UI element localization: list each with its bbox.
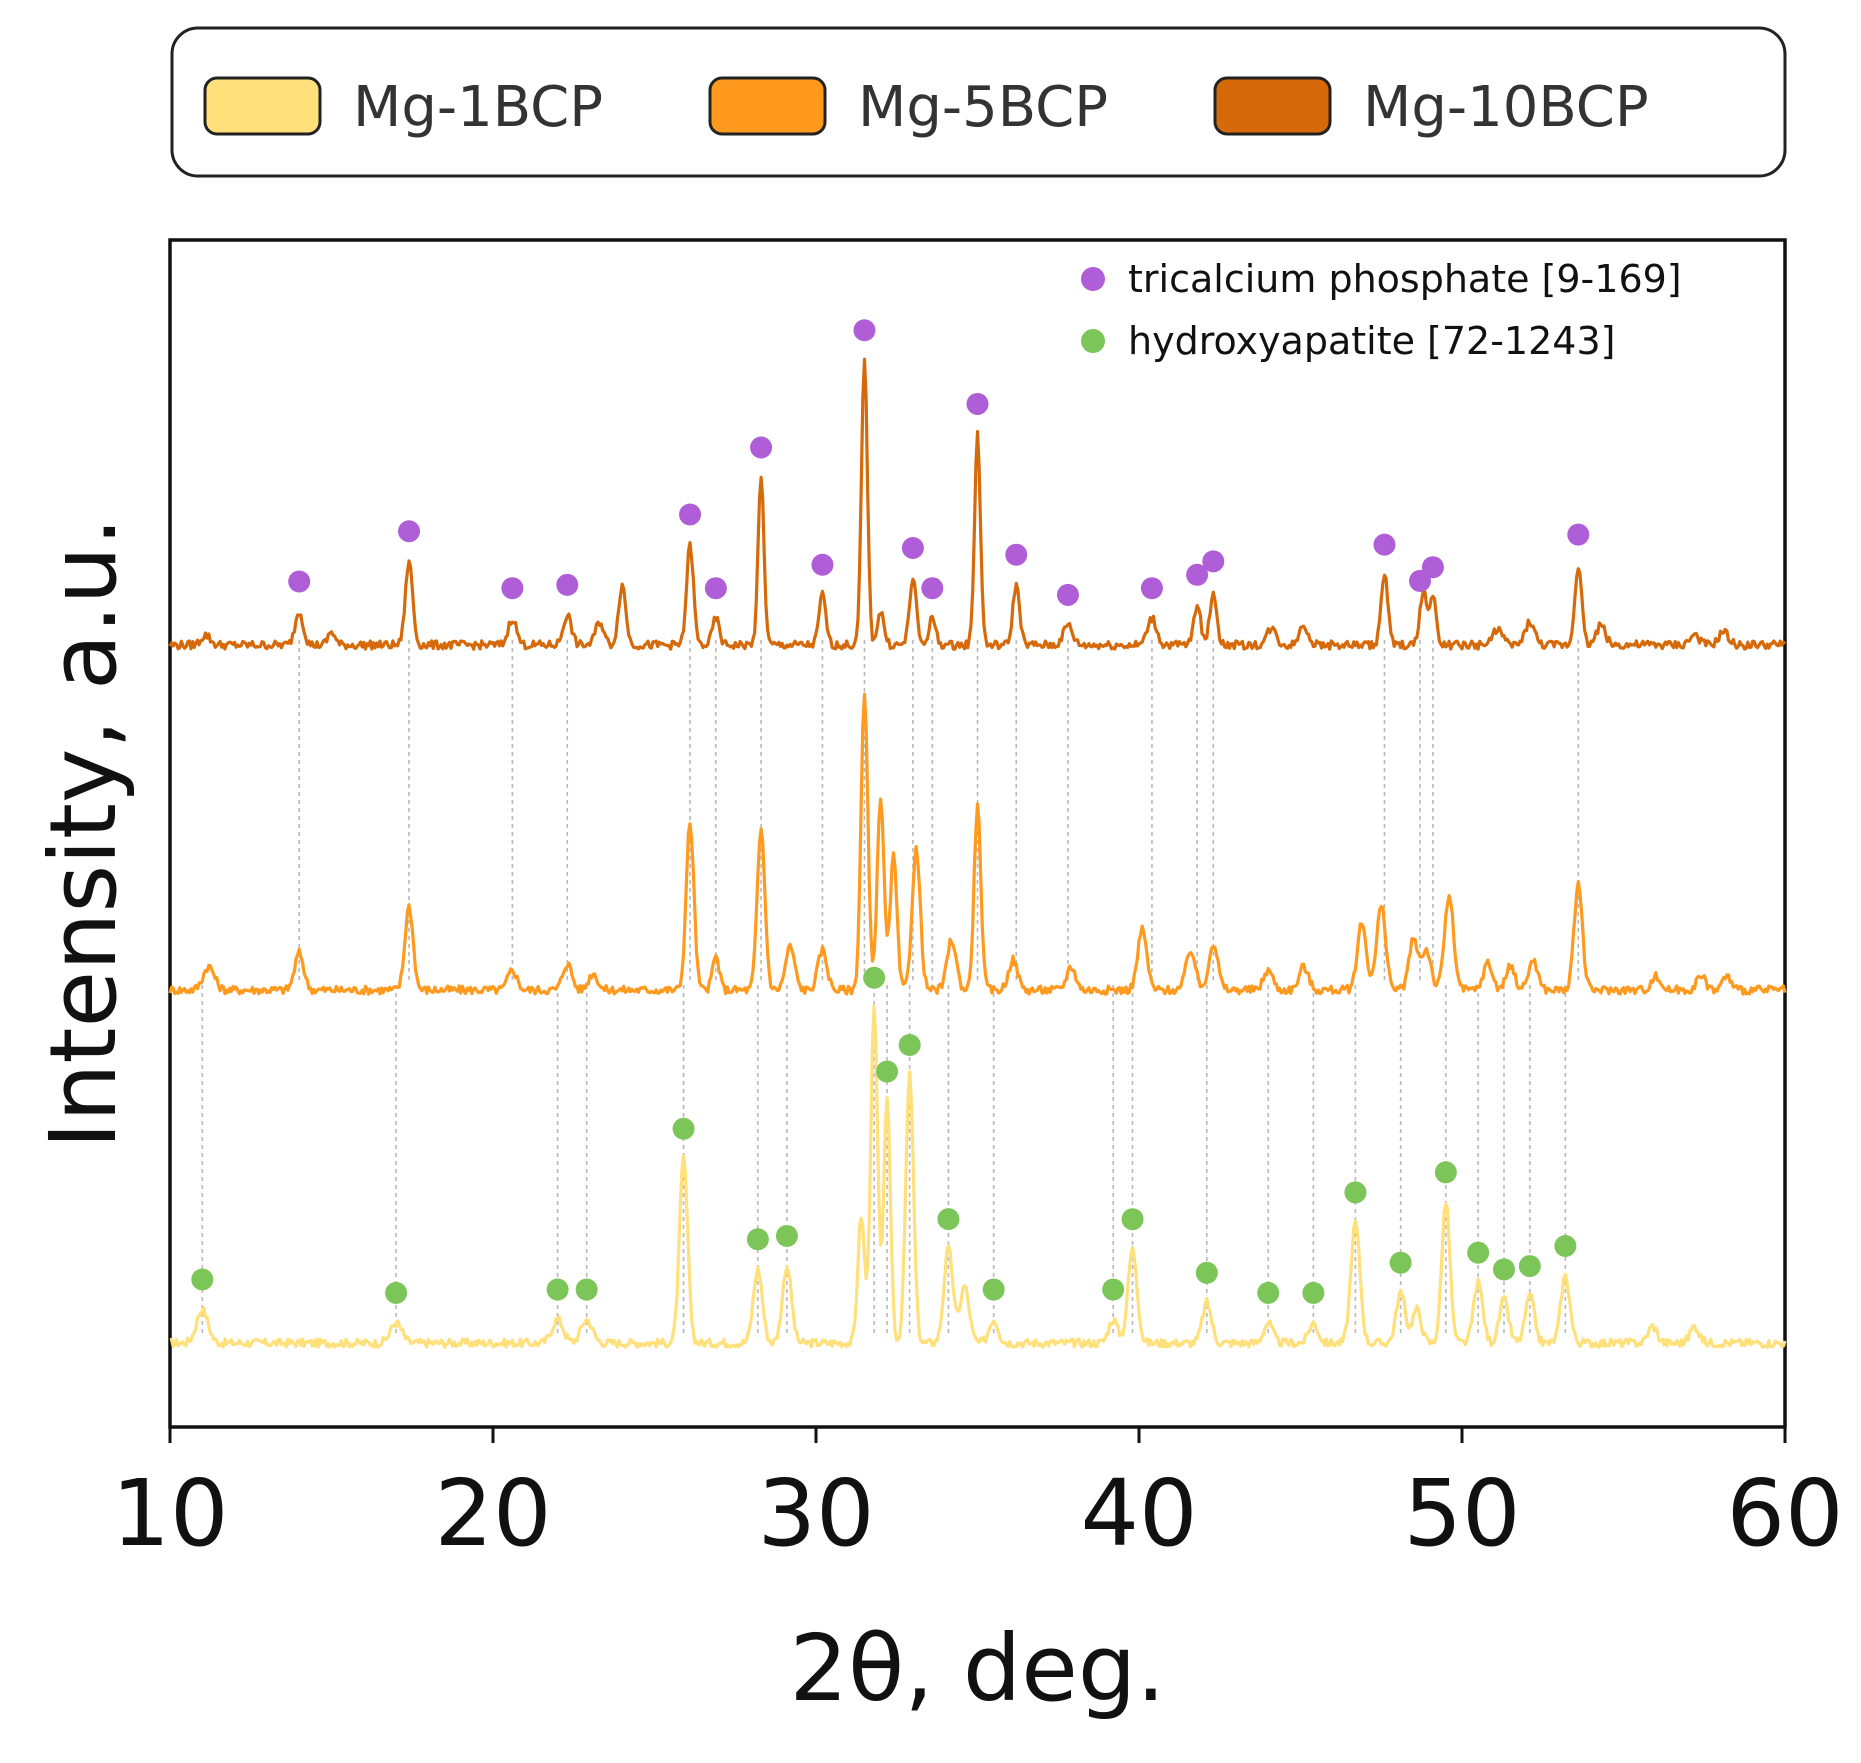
hap-marker [1492,1258,1515,1281]
hap-marker [1102,1278,1125,1301]
hap-marker [775,1224,798,1247]
tcp-marker [901,537,924,559]
tcp-marker [853,319,876,342]
hap-marker [876,1060,899,1083]
hap-marker [898,1034,921,1056]
phase-markers [191,319,1590,1304]
series-line-mg-10bcp [168,357,1787,651]
x-tick-label: 20 [434,1460,551,1567]
hap-marker [546,1278,569,1301]
phase-legend-dot [1081,267,1105,291]
tcp-marker [556,573,579,596]
hap-marker [863,966,886,989]
hap-marker [385,1281,408,1304]
tcp-marker [398,520,421,543]
tcp-marker [288,570,311,593]
phase-legend-dot [1081,329,1105,353]
hap-marker [191,1268,214,1291]
tcp-marker [921,577,944,600]
legend-swatch [1213,76,1332,136]
y-axis-label: Intensity, a.u. [30,517,137,1149]
x-tick-label: 10 [111,1460,228,1567]
hap-marker [1195,1261,1218,1284]
tcp-marker [1056,583,1079,606]
tcp-marker [1567,523,1590,546]
tcp-marker [704,577,727,600]
series-legend: Mg-1BCP Mg-5BCP Mg-10BCP [170,26,1787,178]
hap-marker [746,1228,769,1251]
hap-marker [1389,1251,1412,1274]
tcp-marker [679,503,702,526]
tcp-marker [1202,550,1225,573]
tcp-marker [1140,577,1163,600]
hap-marker [1257,1281,1280,1304]
peak-guide-lines [201,640,1580,1335]
hap-marker [982,1278,1005,1301]
phase-legend-label: tricalcium phosphate [9-169] [1128,257,1682,301]
tcp-marker [1005,543,1028,566]
tcp-marker [1409,569,1432,592]
x-axis-label: 2θ, deg. [790,1615,1166,1722]
hap-marker [1467,1241,1490,1264]
hap-marker [672,1117,695,1140]
legend-label: Mg-10BCP [1363,75,1649,140]
legend-label: Mg-1BCP [353,75,603,140]
series-line-mg-5bcp [168,692,1787,996]
hap-marker [1344,1181,1367,1204]
legend-swatch [708,76,827,136]
phase-legend-label: hydroxyapatite [72-1243] [1128,319,1615,363]
series-lines [168,357,1787,1349]
hap-marker [1518,1255,1541,1278]
tcp-marker [1421,556,1444,579]
x-tick-label: 30 [757,1460,874,1567]
hap-marker [1554,1235,1577,1257]
tcp-marker [966,392,989,415]
hap-marker [575,1278,598,1301]
tcp-marker [1186,563,1209,586]
axes: 10 20 30 40 50 60 2θ, deg. Intensity, a.u. [30,517,1844,1722]
tcp-marker [1373,533,1396,556]
tcp-marker [750,436,773,459]
legend-label: Mg-5BCP [858,75,1108,140]
x-tick-label: 50 [1403,1460,1520,1567]
phase-legend: tricalcium phosphate [9-169] hydroxyapati… [1081,257,1682,363]
legend-box [170,26,1787,178]
hap-marker [1302,1281,1325,1304]
legend-swatch [203,76,322,136]
tcp-marker [811,553,834,576]
tcp-marker [501,577,524,600]
x-tick-label: 60 [1726,1460,1843,1567]
hap-marker [1121,1208,1144,1231]
series-line-mg-1bcp [169,1004,1787,1349]
hap-marker [937,1208,960,1231]
x-tick-label: 40 [1080,1460,1197,1567]
hap-marker [1434,1161,1457,1184]
